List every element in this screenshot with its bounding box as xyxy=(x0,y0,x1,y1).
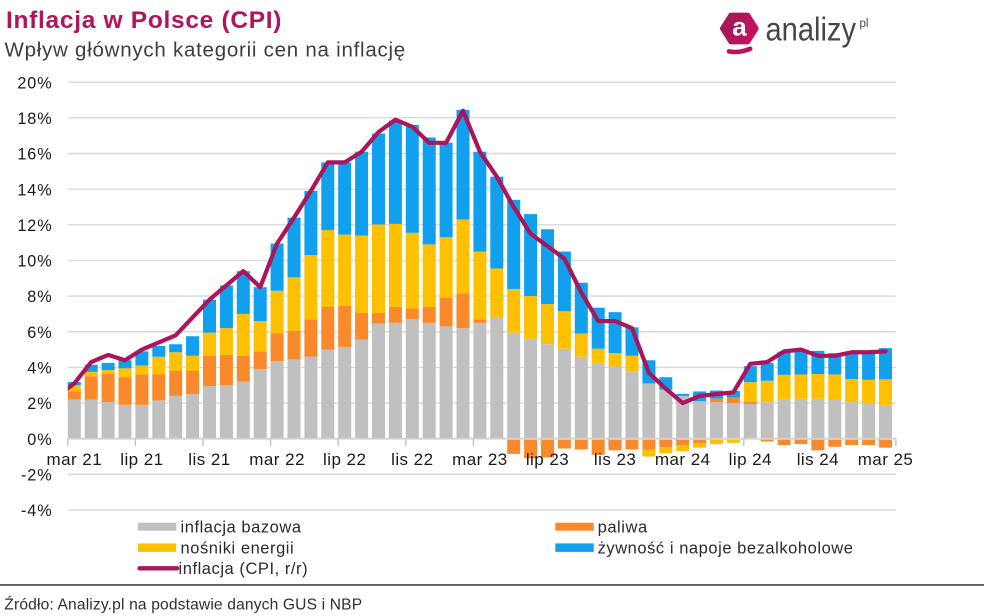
svg-text:lis 21: lis 21 xyxy=(188,450,230,469)
svg-text:inflacja bazowa: inflacja bazowa xyxy=(181,519,302,537)
svg-text:inflacja (CPI, r/r): inflacja (CPI, r/r) xyxy=(179,560,309,578)
svg-text:mar 23: mar 23 xyxy=(452,450,508,469)
svg-text:8%: 8% xyxy=(27,288,52,306)
svg-text:-4%: -4% xyxy=(21,502,53,520)
svg-text:2%: 2% xyxy=(27,395,52,413)
svg-text:analizy: analizy xyxy=(766,11,857,48)
svg-text:0%: 0% xyxy=(27,431,52,449)
svg-text:lip 23: lip 23 xyxy=(526,450,569,469)
svg-text:lip 21: lip 21 xyxy=(120,450,163,469)
svg-text:6%: 6% xyxy=(27,324,52,342)
svg-text:mar 21: mar 21 xyxy=(46,450,102,469)
svg-text:żywność i napoje bezalkoholowe: żywność i napoje bezalkoholowe xyxy=(598,539,854,557)
svg-text:lip 24: lip 24 xyxy=(729,450,772,469)
svg-text:16%: 16% xyxy=(17,146,52,164)
svg-text:Źródło: Analizy.pl na podstawi: Źródło: Analizy.pl na podstawie danych G… xyxy=(4,594,362,613)
svg-text:18%: 18% xyxy=(17,110,52,128)
svg-text:pl: pl xyxy=(860,18,869,30)
svg-text:nośniki energii: nośniki energii xyxy=(181,539,295,557)
svg-text:Wpływ głównych kategorii cen n: Wpływ głównych kategorii cen na inflację xyxy=(5,38,406,61)
svg-text:-2%: -2% xyxy=(21,466,53,484)
svg-text:mar 22: mar 22 xyxy=(249,450,305,469)
svg-text:14%: 14% xyxy=(17,181,52,199)
svg-text:10%: 10% xyxy=(17,253,52,271)
svg-text:20%: 20% xyxy=(17,74,52,92)
svg-text:mar 25: mar 25 xyxy=(858,450,914,469)
svg-text:lis 24: lis 24 xyxy=(797,450,839,469)
svg-text:lip 22: lip 22 xyxy=(323,450,366,469)
svg-text:lis 23: lis 23 xyxy=(594,450,636,469)
svg-text:4%: 4% xyxy=(27,360,52,378)
svg-text:a: a xyxy=(732,12,747,42)
svg-text:mar 24: mar 24 xyxy=(655,450,711,469)
svg-text:Inflacja w Polsce (CPI): Inflacja w Polsce (CPI) xyxy=(6,7,282,34)
svg-text:paliwa: paliwa xyxy=(598,519,648,537)
svg-text:12%: 12% xyxy=(17,217,52,235)
svg-text:lis 22: lis 22 xyxy=(391,450,433,469)
